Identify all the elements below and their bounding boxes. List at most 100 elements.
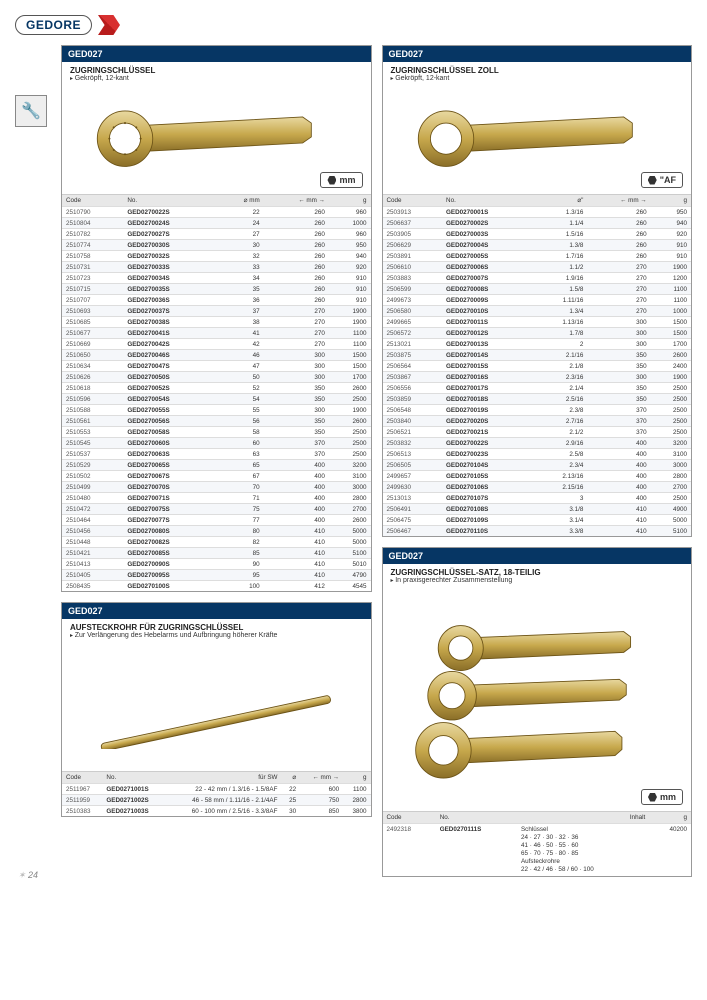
table-cell: 36 [218,295,263,306]
table-row: 2492318GED0270111SSchlüssel 24 · 27 · 30… [383,824,692,877]
table-cell: 1200 [651,273,691,284]
table-cell: 410 [264,537,329,548]
col-header: ⌀ mm [218,195,263,207]
table-row: 2510421GED0270085S854105100 [62,548,371,559]
table-cell: 910 [329,273,371,284]
table-row: 2506521GED0270021S2.1/23702500 [383,427,692,438]
table-row: 2506475GED0270109S3.1/44105000 [383,515,692,526]
table-cell: 2510472 [62,504,123,515]
table-row: 2499665GED0270011S1.13/163001500 [383,317,692,328]
table-cell: GED0270032S [123,251,218,262]
table-cell: GED0270100S [123,581,218,592]
unit-text: "AF [660,175,676,185]
table-cell: 5010 [329,559,371,570]
table-cell: GED0270020S [442,416,534,427]
table-cell: 1.5/16 [534,229,587,240]
col-header: Code [62,772,102,784]
table-cell: 1000 [329,218,371,229]
unit-badge-mm: mm [320,172,362,188]
table-cell: 80 [218,526,263,537]
col-header: No. [436,812,517,824]
brand-text: GEDORE [26,18,81,32]
table-cell: GED0270024S [123,218,218,229]
table-cell: 260 [264,262,329,273]
table-row: 2506505GED0270104S2.3/44003000 [383,460,692,471]
table-cell: 950 [651,207,691,218]
table-cell: 850 [300,806,343,817]
table-cell: 2503832 [383,438,443,449]
table-row: 2503859GED0270018S2.5/163502500 [383,394,692,405]
table-cell: 100 [218,581,263,592]
table-cell: GED0270085S [123,548,218,559]
table-cell: 300 [587,328,650,339]
table-cell: 2506467 [383,526,443,537]
table-cell: 37 [218,306,263,317]
table-row: 2510685GED0270038S382701900 [62,317,371,328]
table-cell: 2510790 [62,207,123,218]
table-cell: 410 [587,526,650,537]
table-row: 2510634GED0270047S473001500 [62,361,371,372]
table-cell: 3800 [343,806,370,817]
table-row: 2510723GED0270034S34260910 [62,273,371,284]
table-cell: 300 [264,405,329,416]
col-header: ← mm → [587,195,650,207]
table-cell: GED0270067S [123,471,218,482]
table-cell: 270 [587,262,650,273]
table-cell: 3.1/8 [534,504,587,515]
table-cell: GED0270109S [442,515,534,526]
table-row: 2499630GED0270106S2.15/164002700 [383,482,692,493]
table-row: 2506580GED0270010S1.3/42701000 [383,306,692,317]
table-cell: 3 [534,493,587,504]
table-cell: GED0270007S [442,273,534,284]
product-image [62,641,371,771]
table-cell: 2506475 [383,515,443,526]
table-cell: 1.7/8 [534,328,587,339]
table-cell: 2510499 [62,482,123,493]
table-cell: 2.9/16 [534,438,587,449]
table-cell: 270 [587,295,650,306]
card-extension-rod: GED027 AUFSTECKROHR FÜR ZUGRINGSCHLÜSSEL… [61,602,372,817]
brand-logo: GEDORE [15,15,92,35]
table-cell: 2508435 [62,581,123,592]
rod-illustration [86,663,346,750]
col-header: No. [123,195,218,207]
table-cell: 2510561 [62,416,123,427]
table-cell: 2510502 [62,471,123,482]
unit-text: mm [339,175,355,185]
table-cell: 5000 [329,537,371,548]
table-cell: 1500 [329,361,371,372]
card-title: ZUGRINGSCHLÜSSEL ZOLL [391,66,684,75]
table-cell: 3.3/8 [534,526,587,537]
table-cell: 400 [264,460,329,471]
table-cell: 2513013 [383,493,443,504]
card-ring-wrench-mm: GED027 ZUGRINGSCHLÜSSEL Gekröpft, 12-kan… [61,45,372,592]
table-cell: 300 [587,339,650,350]
table-row: 2510758GED0270032S32260940 [62,251,371,262]
table-cell: 5000 [651,515,691,526]
table-cell: 50 [218,372,263,383]
table-cell: GED0270041S [123,328,218,339]
table-cell: 2503867 [383,372,443,383]
wrench-illustration [86,104,346,173]
table-cell: 5100 [329,548,371,559]
table-cell: 1500 [329,350,371,361]
table-cell: GED0270036S [123,295,218,306]
table-cell: 910 [329,295,371,306]
table-cell: 95 [218,570,263,581]
table-cell: 55 [218,405,263,416]
table-cell: 2511967 [62,784,102,795]
table-cell: 412 [264,581,329,592]
table-cell: 1100 [329,328,371,339]
table-cell: 300 [264,372,329,383]
product-image: "AF [383,84,692,194]
table-cell: 2.7/16 [534,416,587,427]
table-cell: 2.3/8 [534,405,587,416]
table-row: 2510782GED0270027S27260960 [62,229,371,240]
wrench-category-icon: 🔧 [15,95,47,127]
table-cell: 40200 [649,824,691,877]
table-cell: 46 [218,350,263,361]
table-cell: 2510545 [62,438,123,449]
spec-table-set: CodeNo.Inhaltg 2492318GED0270111SSchlüss… [383,811,692,876]
table-row: 2510626GED0270050S503001700 [62,372,371,383]
table-cell: GED0270011S [442,317,534,328]
